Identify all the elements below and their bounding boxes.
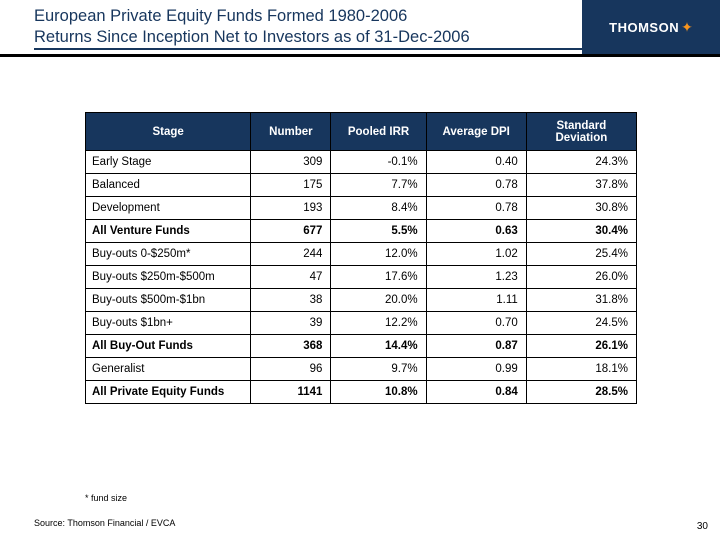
- col-std-dev: Standard Deviation: [526, 113, 636, 151]
- cell-number: 47: [251, 266, 331, 289]
- cell-irr: 12.2%: [331, 312, 426, 335]
- table-row: Buy-outs 0-$250m*24412.0%1.0225.4%: [86, 243, 637, 266]
- cell-dpi: 0.84: [426, 381, 526, 404]
- cell-stage: All Venture Funds: [86, 220, 251, 243]
- cell-dpi: 0.40: [426, 151, 526, 174]
- cell-sd: 30.4%: [526, 220, 636, 243]
- cell-sd: 37.8%: [526, 174, 636, 197]
- cell-dpi: 1.02: [426, 243, 526, 266]
- cell-stage: Buy-outs $1bn+: [86, 312, 251, 335]
- cell-number: 96: [251, 358, 331, 381]
- cell-sd: 24.5%: [526, 312, 636, 335]
- logo-block: THOMSON ✦: [582, 0, 720, 54]
- cell-dpi: 0.87: [426, 335, 526, 358]
- title-line-1: European Private Equity Funds Formed 198…: [34, 6, 582, 27]
- cell-number: 368: [251, 335, 331, 358]
- logo-text: THOMSON: [609, 20, 679, 35]
- cell-number: 39: [251, 312, 331, 335]
- table-row: All Private Equity Funds114110.8%0.8428.…: [86, 381, 637, 404]
- cell-stage: Balanced: [86, 174, 251, 197]
- cell-stage: Development: [86, 197, 251, 220]
- cell-irr: 12.0%: [331, 243, 426, 266]
- cell-dpi: 0.78: [426, 197, 526, 220]
- header-bar: European Private Equity Funds Formed 198…: [0, 0, 720, 54]
- cell-irr: -0.1%: [331, 151, 426, 174]
- cell-number: 193: [251, 197, 331, 220]
- cell-irr: 5.5%: [331, 220, 426, 243]
- table-row: Balanced1757.7%0.7837.8%: [86, 174, 637, 197]
- cell-stage: Buy-outs $250m-$500m: [86, 266, 251, 289]
- cell-number: 244: [251, 243, 331, 266]
- cell-irr: 17.6%: [331, 266, 426, 289]
- cell-irr: 9.7%: [331, 358, 426, 381]
- data-table-wrap: Stage Number Pooled IRR Average DPI Stan…: [85, 112, 637, 404]
- cell-dpi: 1.11: [426, 289, 526, 312]
- table-row: Generalist969.7%0.9918.1%: [86, 358, 637, 381]
- cell-number: 175: [251, 174, 331, 197]
- cell-sd: 31.8%: [526, 289, 636, 312]
- cell-irr: 14.4%: [331, 335, 426, 358]
- col-pooled-irr: Pooled IRR: [331, 113, 426, 151]
- col-stage: Stage: [86, 113, 251, 151]
- cell-irr: 8.4%: [331, 197, 426, 220]
- table-row: Buy-outs $500m-$1bn3820.0%1.1131.8%: [86, 289, 637, 312]
- cell-sd: 30.8%: [526, 197, 636, 220]
- cell-dpi: 0.70: [426, 312, 526, 335]
- table-row: Buy-outs $1bn+3912.2%0.7024.5%: [86, 312, 637, 335]
- cell-irr: 20.0%: [331, 289, 426, 312]
- table-row: Buy-outs $250m-$500m4717.6%1.2326.0%: [86, 266, 637, 289]
- cell-dpi: 0.63: [426, 220, 526, 243]
- table-row: All Venture Funds6775.5%0.6330.4%: [86, 220, 637, 243]
- header-divider: [0, 54, 720, 57]
- cell-stage: Early Stage: [86, 151, 251, 174]
- cell-stage: All Private Equity Funds: [86, 381, 251, 404]
- cell-irr: 10.8%: [331, 381, 426, 404]
- cell-number: 309: [251, 151, 331, 174]
- source-text: Source: Thomson Financial / EVCA: [34, 518, 175, 528]
- title-block: European Private Equity Funds Formed 198…: [0, 0, 582, 54]
- cell-sd: 24.3%: [526, 151, 636, 174]
- table-header-row: Stage Number Pooled IRR Average DPI Stan…: [86, 113, 637, 151]
- cell-dpi: 0.99: [426, 358, 526, 381]
- table-body: Early Stage309-0.1%0.4024.3%Balanced1757…: [86, 151, 637, 404]
- table-row: Development1938.4%0.7830.8%: [86, 197, 637, 220]
- cell-irr: 7.7%: [331, 174, 426, 197]
- title-line-2: Returns Since Inception Net to Investors…: [34, 27, 582, 48]
- cell-sd: 26.0%: [526, 266, 636, 289]
- cell-stage: Buy-outs $500m-$1bn: [86, 289, 251, 312]
- cell-sd: 25.4%: [526, 243, 636, 266]
- footnote: * fund size: [85, 493, 127, 503]
- cell-stage: Generalist: [86, 358, 251, 381]
- cell-sd: 26.1%: [526, 335, 636, 358]
- cell-stage: All Buy-Out Funds: [86, 335, 251, 358]
- cell-number: 38: [251, 289, 331, 312]
- col-number: Number: [251, 113, 331, 151]
- cell-stage: Buy-outs 0-$250m*: [86, 243, 251, 266]
- logo-star-icon: ✦: [681, 19, 693, 36]
- page-number: 30: [697, 521, 708, 532]
- cell-number: 677: [251, 220, 331, 243]
- cell-dpi: 0.78: [426, 174, 526, 197]
- table-row: Early Stage309-0.1%0.4024.3%: [86, 151, 637, 174]
- cell-sd: 18.1%: [526, 358, 636, 381]
- cell-sd: 28.5%: [526, 381, 636, 404]
- data-table: Stage Number Pooled IRR Average DPI Stan…: [85, 112, 637, 404]
- cell-dpi: 1.23: [426, 266, 526, 289]
- table-row: All Buy-Out Funds36814.4%0.8726.1%: [86, 335, 637, 358]
- col-avg-dpi: Average DPI: [426, 113, 526, 151]
- title-underline: [34, 48, 582, 50]
- cell-number: 1141: [251, 381, 331, 404]
